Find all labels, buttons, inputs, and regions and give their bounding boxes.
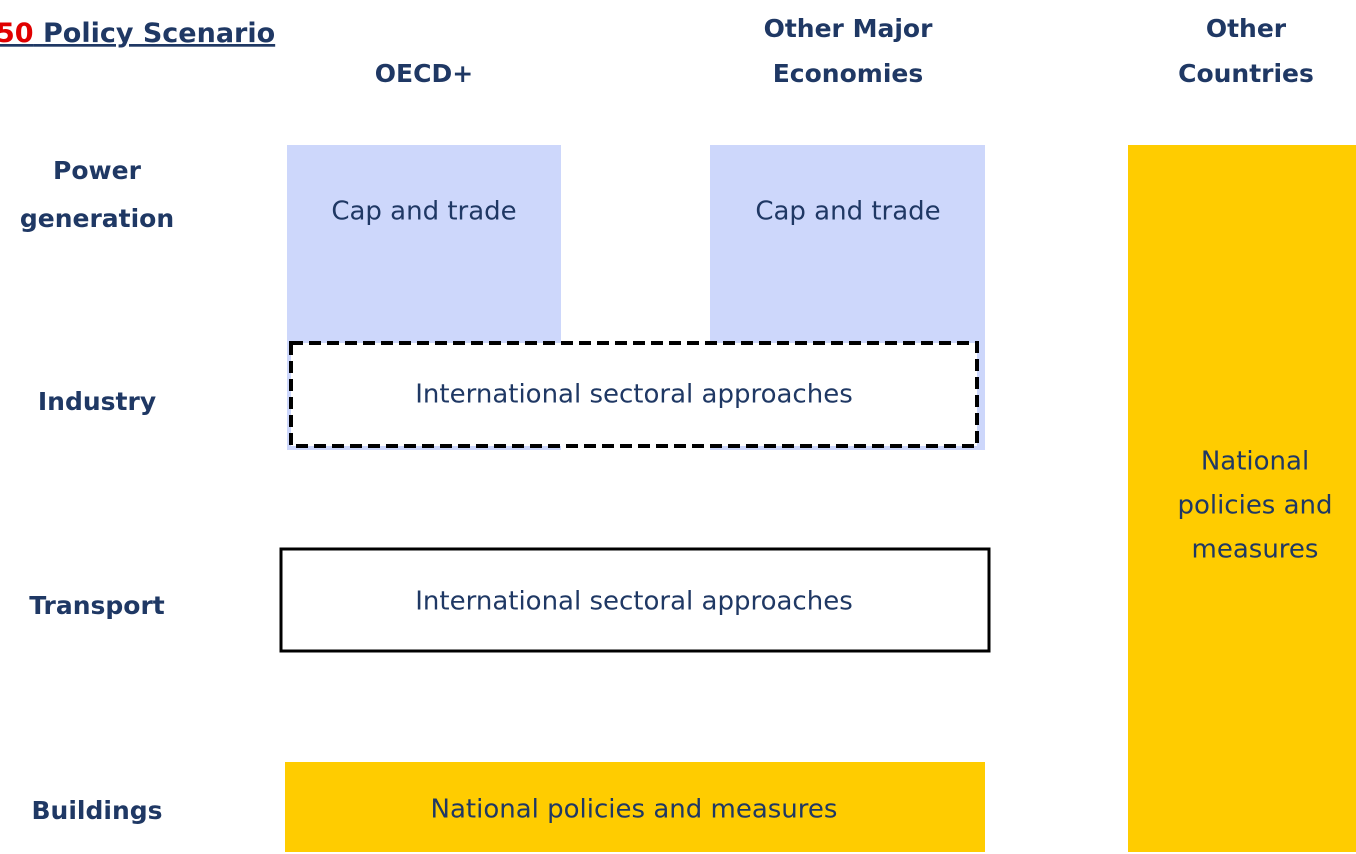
row-label: Industry xyxy=(38,387,156,416)
cell-text: policies and xyxy=(1177,491,1332,521)
title: 50 Policy Scenario xyxy=(0,18,275,49)
buildings-block xyxy=(285,762,985,852)
column-header: OECD+ xyxy=(375,59,473,88)
industry-box xyxy=(289,341,979,448)
title-text: Policy Scenario xyxy=(43,18,275,49)
other-countries-block xyxy=(1128,145,1356,852)
column-header: Other Major xyxy=(764,14,933,43)
row-label: Transport xyxy=(29,591,165,620)
column-header: Other xyxy=(1206,14,1287,43)
row-label: generation xyxy=(20,204,174,233)
column-header: Economies xyxy=(773,59,924,88)
cell-text: National xyxy=(1201,447,1309,477)
cell-text: National policies and measures xyxy=(431,795,838,825)
title-number: 50 xyxy=(0,18,34,49)
cell-text: measures xyxy=(1192,535,1319,565)
row-label: Buildings xyxy=(31,796,162,825)
cell-text: Cap and trade xyxy=(755,197,940,227)
row-label: Power xyxy=(53,156,142,185)
cell-text: International sectoral approaches xyxy=(415,380,852,410)
transport-box xyxy=(279,547,991,653)
cell-text: Cap and trade xyxy=(331,197,516,227)
cell-text: International sectoral approaches xyxy=(415,587,852,617)
column-header: Countries xyxy=(1178,59,1314,88)
